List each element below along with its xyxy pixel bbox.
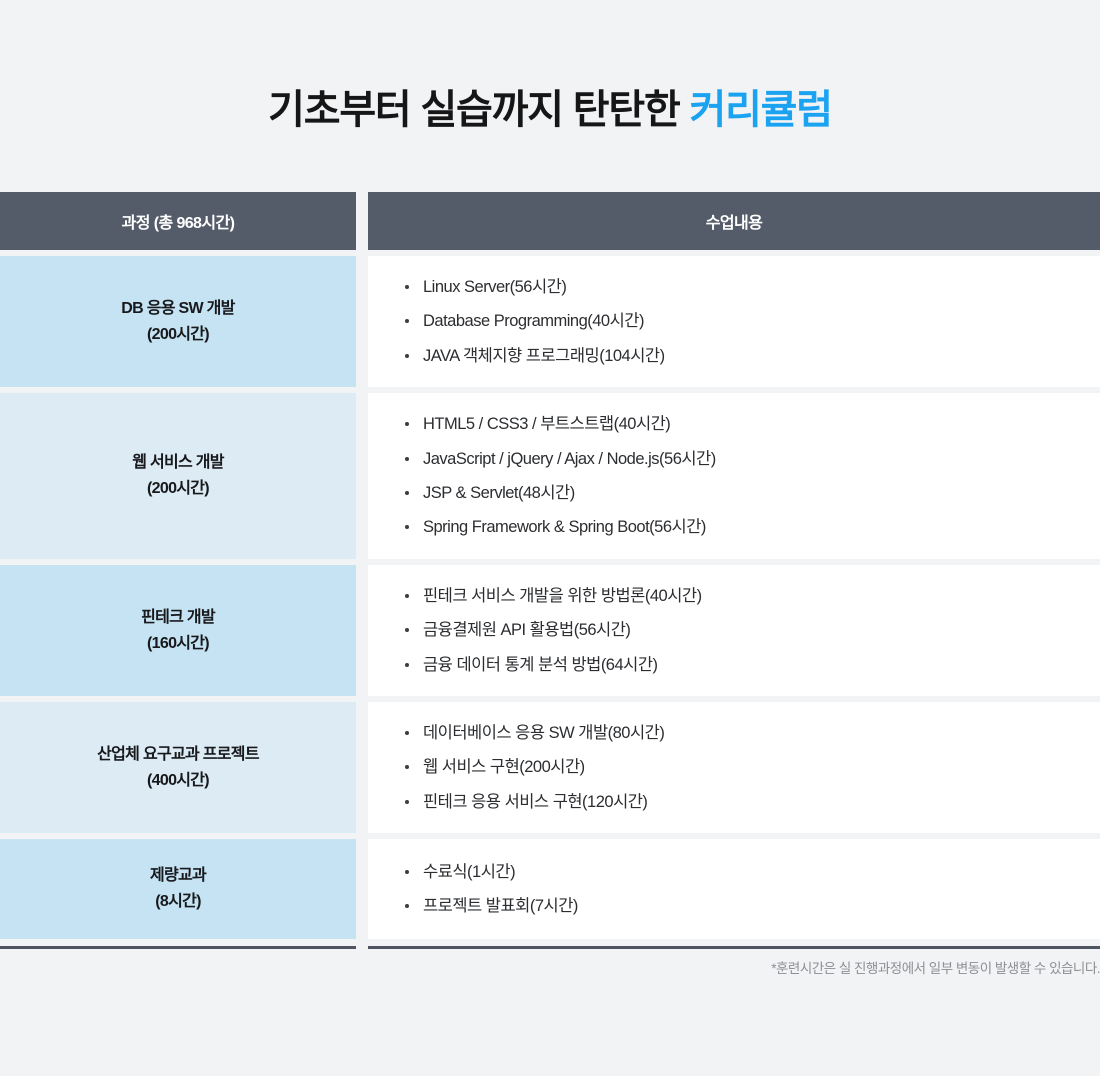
course-name: DB 응용 SW 개발 [121,299,235,317]
column-header-content: 수업내용 [368,192,1100,250]
course-hours: (400시간) [147,771,210,789]
course-hours: (200시간) [147,325,210,343]
content-cell: 수료식(1시간) 프로젝트 발표회(7시간) [368,839,1100,939]
page-title-plain: 기초부터 실습까지 탄탄한 [268,88,690,132]
content-bullet-item: 금융 데이터 통계 분석 방법(64시간) [402,654,1100,676]
content-bullet-item: Database Programming(40시간) [402,310,1100,332]
course-hours: (200시간) [147,480,210,497]
course-cell: DB 응용 SW 개발 (200시간) [0,256,356,387]
content-bullet-item: Linux Server(56시간) [402,276,1100,298]
table-header-row: 과정 (총 968시간) 수업내용 [0,192,1100,250]
page-title: 기초부터 실습까지 탄탄한 커리큘럼 [0,86,1100,134]
content-cell: 핀테크 서비스 개발을 위한 방법론(40시간) 금융결제원 API 활용법(56… [368,565,1100,696]
content-bullet-item: 프로젝트 발표회(7시간) [402,895,1100,917]
table-bottom-rule [0,946,1100,949]
table-row: 웹 서비스 개발 (200시간) HTML5 / CSS3 / 부트스트랩(40시간… [0,393,1100,559]
content-bullet-item: 핀테크 서비스 개발을 위한 방법론(40시간) [402,585,1100,607]
column-header-course: 과정 (총 968시간) [0,192,356,250]
curriculum-table: 과정 (총 968시간) 수업내용 DB 응용 SW 개발 (200시간) Linu… [0,192,1100,949]
page-header: 기초부터 실습까지 탄탄한 커리큘럼 [0,0,1100,134]
footnote: *훈련시간은 실 진행과정에서 일부 변동이 발생할 수 있습니다. [771,961,1100,976]
content-bullet-item: JAVA 객체지향 프로그래밍(104시간) [402,345,1100,367]
content-bullet-item: Spring Framework & Spring Boot(56시간) [402,516,1100,538]
content-bullet-item: 데이터베이스 응용 SW 개발(80시간) [402,722,1100,744]
page-title-accent: 커리큘럼 [689,88,833,132]
table-row: 제량교과 (8시간) 수료식(1시간) 프로젝트 발표회(7시간) [0,839,1100,939]
course-hours: (8시간) [155,893,201,910]
course-cell: 제량교과 (8시간) [0,839,356,939]
content-bullet-item: 수료식(1시간) [402,861,1100,883]
content-bullet-item: 웹 서비스 구현(200시간) [402,756,1100,778]
table-row: 핀테크 개발 (160시간) 핀테크 서비스 개발을 위한 방법론(40시간) 금융결… [0,565,1100,696]
bottom-rule-left-segment [0,946,356,949]
content-bullet-item: 핀테크 응용 서비스 구현(120시간) [402,791,1100,813]
course-cell: 산업체 요구교과 프로젝트 (400시간) [0,702,356,833]
course-name: 핀테크 개발 [141,608,216,626]
content-cell: Linux Server(56시간) Database Programming(4… [368,256,1100,387]
course-cell: 웹 서비스 개발 (200시간) [0,393,356,559]
content-bullet-item: JSP & Servlet(48시간) [402,482,1100,504]
content-bullet-item: 금융결제원 API 활용법(56시간) [402,619,1100,641]
course-cell: 핀테크 개발 (160시간) [0,565,356,696]
table-row: DB 응용 SW 개발 (200시간) Linux Server(56시간) Data… [0,256,1100,387]
content-cell: HTML5 / CSS3 / 부트스트랩(40시간) JavaScript / j… [368,393,1100,559]
table-row: 산업체 요구교과 프로젝트 (400시간) 데이터베이스 응용 SW 개발(80시간… [0,702,1100,833]
course-name: 제량교과 [149,867,207,885]
content-bullet-item: JavaScript / jQuery / Ajax / Node.js(56시… [402,448,1100,470]
course-name: 산업체 요구교과 프로젝트 [97,745,259,763]
bottom-rule-right-segment [368,946,1100,949]
course-name: 웹 서비스 개발 [132,454,224,472]
table-body: DB 응용 SW 개발 (200시간) Linux Server(56시간) Data… [0,256,1100,939]
course-hours: (160시간) [147,634,210,652]
content-cell: 데이터베이스 응용 SW 개발(80시간) 웹 서비스 구현(200시간) 핀테크 … [368,702,1100,833]
content-bullet-item: HTML5 / CSS3 / 부트스트랩(40시간) [402,413,1100,435]
